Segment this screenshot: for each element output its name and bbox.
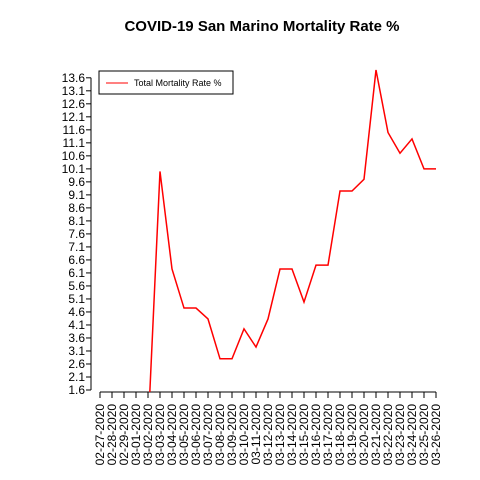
x-tick-label: 03-16-2020	[309, 404, 323, 466]
x-tick-label: 03-22-2020	[381, 404, 395, 466]
x-tick-label: 03-08-2020	[213, 404, 227, 466]
x-tick-label: 03-21-2020	[369, 404, 383, 466]
y-tick-label: 8.1	[68, 214, 85, 228]
y-tick-label: 10.6	[62, 149, 86, 163]
y-tick-label: 1.6	[68, 383, 85, 397]
x-tick-label: 03-05-2020	[177, 404, 191, 466]
y-tick-label: 11.1	[63, 136, 86, 150]
y-tick-label: 8.6	[68, 201, 85, 215]
x-tick-label: 03-14-2020	[285, 404, 299, 466]
y-tick-label: 7.1	[68, 240, 85, 254]
y-tick-label: 3.1	[68, 344, 85, 358]
x-tick-label: 03-19-2020	[345, 404, 359, 466]
y-tick-label: 10.1	[62, 162, 86, 176]
x-tick-label: 03-25-2020	[417, 404, 431, 466]
x-tick-label: 03-12-2020	[261, 404, 275, 466]
x-tick-label: 03-10-2020	[237, 404, 251, 466]
y-tick-label: 4.6	[68, 305, 85, 319]
y-tick-label: 2.6	[68, 357, 85, 371]
y-tick-label: 4.1	[68, 318, 85, 332]
x-tick-label: 03-23-2020	[393, 404, 407, 466]
x-tick-label: 03-01-2020	[129, 404, 143, 466]
x-tick-label: 03-09-2020	[225, 404, 239, 466]
x-tick-label: 02-29-2020	[117, 404, 131, 466]
x-tick-label: 03-17-2020	[321, 404, 335, 466]
y-tick-label: 12.1	[62, 110, 86, 124]
y-tick-label: 5.1	[68, 292, 85, 306]
y-tick-label: 6.1	[68, 266, 85, 280]
x-tick-label: 03-13-2020	[273, 404, 287, 466]
x-tick-label: 03-26-2020	[429, 404, 443, 466]
x-tick-label: 03-18-2020	[333, 404, 347, 466]
x-tick-label: 03-15-2020	[297, 404, 311, 466]
legend-label: Total Mortality Rate %	[134, 78, 222, 88]
x-tick-label: 03-06-2020	[189, 404, 203, 466]
y-tick-label: 5.6	[68, 279, 85, 293]
x-tick-label: 03-24-2020	[405, 404, 419, 466]
y-tick-label: 13.1	[62, 84, 86, 98]
y-tick-label: 12.6	[62, 97, 86, 111]
y-tick-label: 13.6	[62, 71, 86, 85]
x-tick-label: 02-27-2020	[93, 404, 107, 466]
chart-title: COVID-19 San Marino Mortality Rate %	[124, 18, 399, 35]
x-tick-label: 02-28-2020	[105, 404, 119, 466]
y-tick-label: 6.6	[68, 253, 85, 267]
x-tick-label: 03-02-2020	[141, 404, 155, 466]
x-tick-label: 03-20-2020	[357, 404, 371, 466]
x-tick-label: 03-03-2020	[153, 404, 167, 466]
plot-area	[149, 69, 436, 392]
x-tick-label: 03-11-2020	[249, 404, 263, 465]
y-tick-label: 3.6	[68, 331, 85, 345]
legend-box	[98, 70, 234, 95]
x-tick-label: 03-04-2020	[165, 404, 179, 466]
y-tick-label: 11.6	[63, 123, 86, 137]
y-tick-label: 2.1	[68, 370, 85, 384]
x-tick-label: 03-07-2020	[201, 404, 215, 466]
line-series	[149, 69, 436, 392]
y-tick-label: 9.1	[68, 188, 85, 202]
y-tick-label: 7.6	[68, 227, 85, 241]
y-tick-label: 9.6	[68, 175, 85, 189]
